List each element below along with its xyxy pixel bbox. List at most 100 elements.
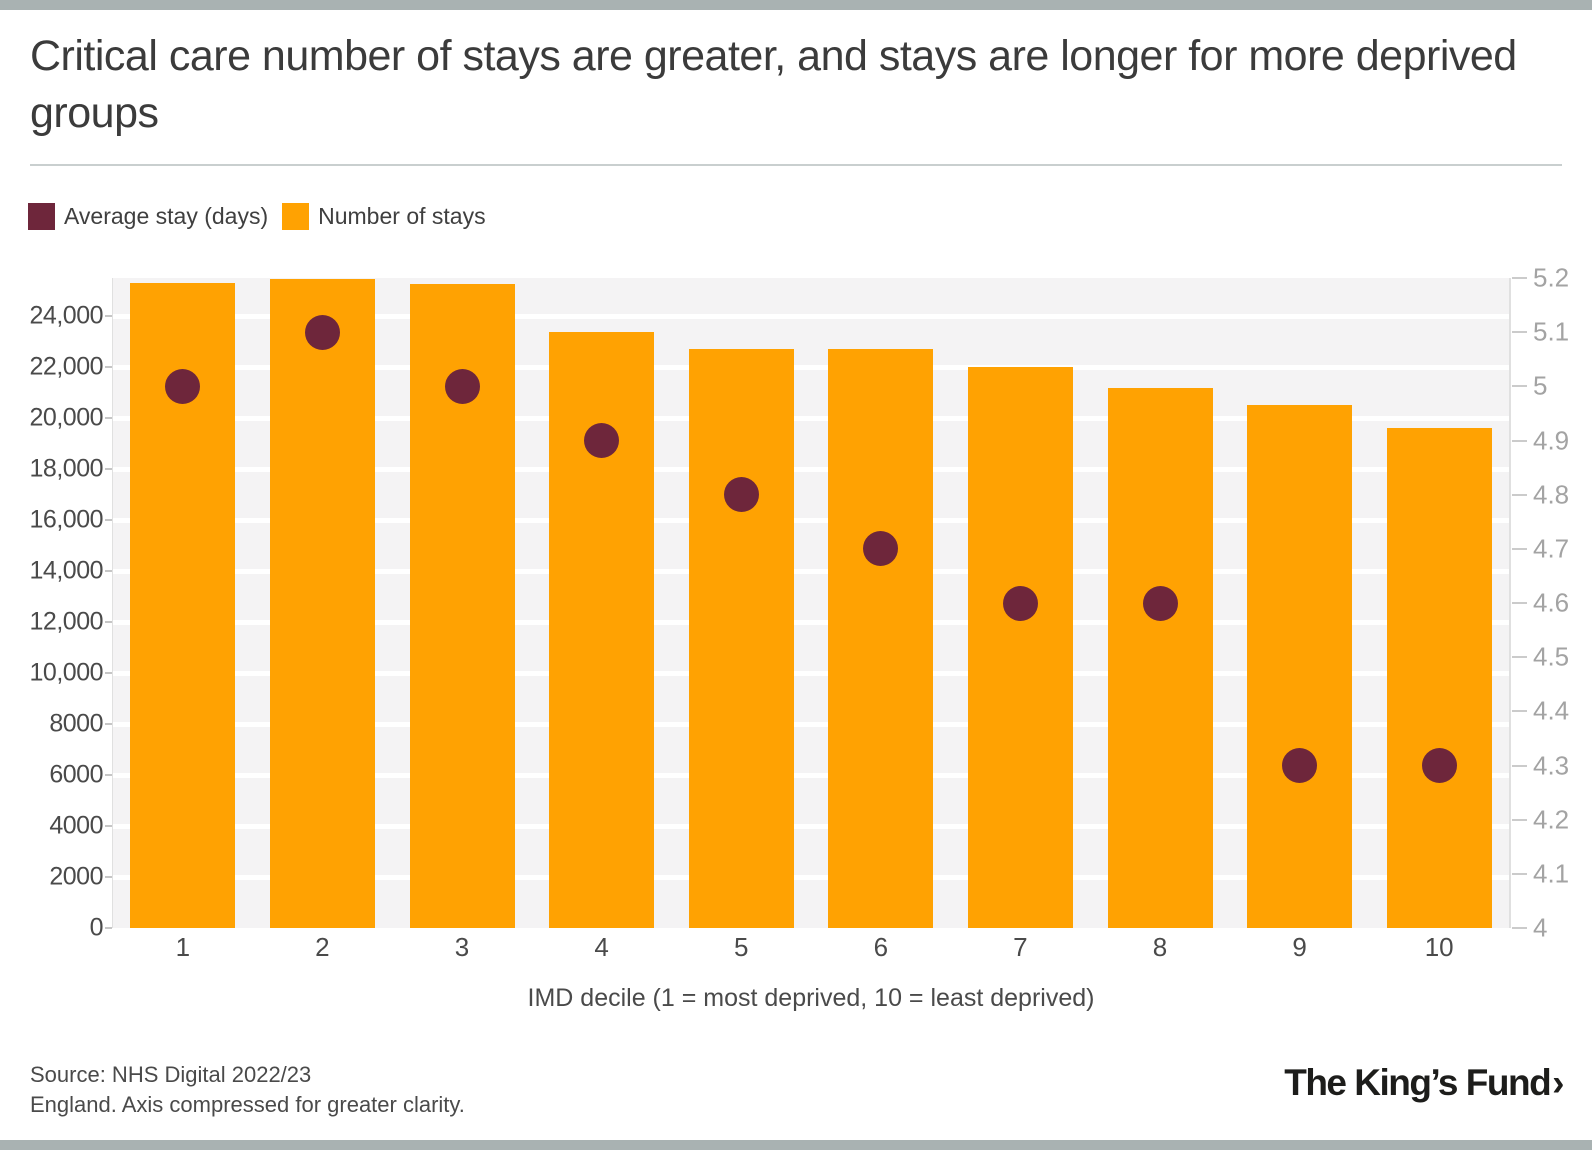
right-tick-label-4.3: 4.3 — [1533, 750, 1570, 780]
gridline-8000 — [113, 721, 1509, 727]
x-axis-title: IMD decile (1 = most deprived, 10 = leas… — [527, 984, 1095, 1012]
bar-decile-9 — [1247, 405, 1353, 928]
gridline-6000 — [113, 772, 1509, 778]
left-axis-ticks — [105, 278, 112, 929]
left-tick-label-14,000: 14,000 — [29, 556, 104, 585]
logo-chevron-icon: › — [1552, 1062, 1564, 1103]
bottom-border-bar — [0, 1140, 1592, 1150]
dot-decile-3 — [444, 368, 480, 404]
bar-decile-2 — [269, 279, 375, 928]
right-tick-label-5.2: 5.2 — [1533, 262, 1570, 293]
right-tick-label-4.9: 4.9 — [1533, 425, 1570, 455]
bar-decile-4 — [549, 331, 655, 928]
right-tick-label-4: 4 — [1533, 912, 1548, 943]
kings-fund-logo: The King’s Fund› — [1284, 1062, 1564, 1104]
right-tick-mark-4 — [1512, 927, 1527, 929]
right-tick-mark-4.6 — [1512, 602, 1527, 604]
right-tick-label-4.8: 4.8 — [1533, 479, 1570, 510]
left-axis-labels: 0 2000 4000 6000 8000 10,000 12,000 14,000 16,00… — [0, 278, 104, 942]
gridline-14000 — [113, 568, 1509, 574]
bar-decile-6 — [828, 349, 934, 928]
left-tick-label-24,000: 24,000 — [29, 301, 104, 330]
right-tick-label-4.6: 4.6 — [1533, 587, 1570, 618]
left-tick-mark-20,000 — [105, 417, 112, 420]
right-tick-mark-4.5 — [1512, 656, 1527, 659]
x-label-decile-8: 8 — [1152, 932, 1168, 962]
dot-decile-4 — [584, 423, 620, 458]
gridline-24000 — [113, 313, 1509, 319]
x-label-decile-1: 1 — [175, 932, 191, 962]
dot-decile-2 — [304, 314, 340, 350]
left-tick-label-16,000: 16,000 — [29, 505, 104, 534]
left-tick-label-4000: 4000 — [49, 811, 103, 840]
x-label-decile-4: 4 — [594, 932, 609, 962]
left-tick-mark-4000 — [105, 825, 112, 828]
left-tick-mark-6000 — [105, 774, 112, 777]
right-tick-label-4.7: 4.7 — [1533, 533, 1570, 564]
bar-decile-5 — [688, 349, 794, 928]
right-axis-labels: 4 4.1 4.2 4.3 4.4 4.5 4.6 4.7 4.8 4.9 5 5.1 5.2 — [1533, 263, 1592, 943]
left-tick-mark-18,000 — [105, 468, 112, 471]
right-tick-mark-5.1 — [1512, 331, 1527, 334]
right-axis-ticks — [1512, 277, 1527, 929]
right-tick-label-4.2: 4.2 — [1533, 804, 1570, 835]
plot-area — [113, 278, 1509, 928]
right-axis-line — [1509, 278, 1511, 928]
left-tick-label-0: 0 — [89, 913, 104, 942]
right-tick-mark-4.9 — [1512, 439, 1527, 442]
dot-decile-10 — [1421, 748, 1457, 783]
left-tick-label-8000: 8000 — [49, 709, 103, 738]
x-label-decile-2: 2 — [315, 932, 330, 962]
legend: Average stay (days) Number of stays — [28, 203, 500, 230]
left-tick-label-6000: 6000 — [49, 760, 103, 789]
source-note: Source: NHS Digital 2022/23 England. Axi… — [30, 1060, 465, 1120]
right-tick-mark-4.7 — [1512, 547, 1527, 550]
right-tick-label-4.1: 4.1 — [1533, 858, 1570, 889]
left-tick-mark-16,000 — [105, 519, 112, 522]
dot-decile-6 — [863, 531, 899, 567]
left-tick-mark-0 — [105, 927, 112, 929]
gridline-4000 — [113, 823, 1509, 829]
source-line-2: England. Axis compressed for greater cla… — [30, 1092, 465, 1117]
bar-decile-10 — [1386, 428, 1492, 928]
right-tick-mark-4.1 — [1512, 872, 1527, 875]
gridline-2000 — [113, 874, 1509, 880]
right-tick-label-4.4: 4.4 — [1533, 695, 1570, 726]
right-tick-label-5.1: 5.1 — [1533, 316, 1570, 347]
bar-decile-8 — [1107, 387, 1213, 928]
left-tick-mark-14,000 — [105, 570, 112, 573]
left-tick-label-2000: 2000 — [49, 862, 103, 891]
page-title: Critical care number of stays are greate… — [30, 32, 1517, 137]
x-label-decile-9: 9 — [1292, 932, 1307, 962]
right-tick-label-5: 5 — [1533, 370, 1548, 401]
x-label-decile-5: 5 — [733, 932, 749, 962]
x-label-decile-3: 3 — [454, 932, 470, 962]
dot-decile-8 — [1142, 585, 1178, 621]
source-line-1: Source: NHS Digital 2022/23 — [30, 1062, 312, 1087]
legend-label-average-stay: Average stay (days) — [64, 203, 269, 229]
gridline-12000 — [113, 619, 1509, 625]
left-tick-label-18,000: 18,000 — [29, 454, 104, 483]
dot-decile-1 — [165, 368, 201, 404]
left-tick-mark-2000 — [105, 876, 112, 879]
dot-decile-9 — [1282, 748, 1318, 783]
right-tick-mark-5.2 — [1512, 277, 1527, 279]
x-label-decile-7: 7 — [1013, 932, 1028, 962]
left-tick-label-22,000: 22,000 — [29, 352, 104, 381]
left-tick-label-12,000: 12,000 — [29, 607, 104, 636]
gridline-16000 — [113, 517, 1509, 523]
right-tick-mark-4.8 — [1512, 493, 1527, 496]
left-tick-mark-12,000 — [105, 621, 112, 624]
gridline-18000 — [113, 466, 1509, 472]
left-tick-mark-8000 — [105, 723, 112, 726]
legend-swatch-average-stay — [28, 203, 55, 230]
gridline-20000 — [113, 415, 1509, 421]
left-axis-line — [112, 278, 113, 928]
logo-text: The King’s Fund — [1284, 1062, 1551, 1103]
right-tick-mark-5 — [1512, 385, 1527, 388]
legend-swatch-number-of-stays — [282, 203, 310, 230]
bar-decile-7 — [967, 367, 1073, 928]
dot-decile-5 — [723, 477, 759, 513]
right-tick-mark-4.4 — [1512, 710, 1527, 713]
dot-decile-7 — [1002, 585, 1038, 621]
